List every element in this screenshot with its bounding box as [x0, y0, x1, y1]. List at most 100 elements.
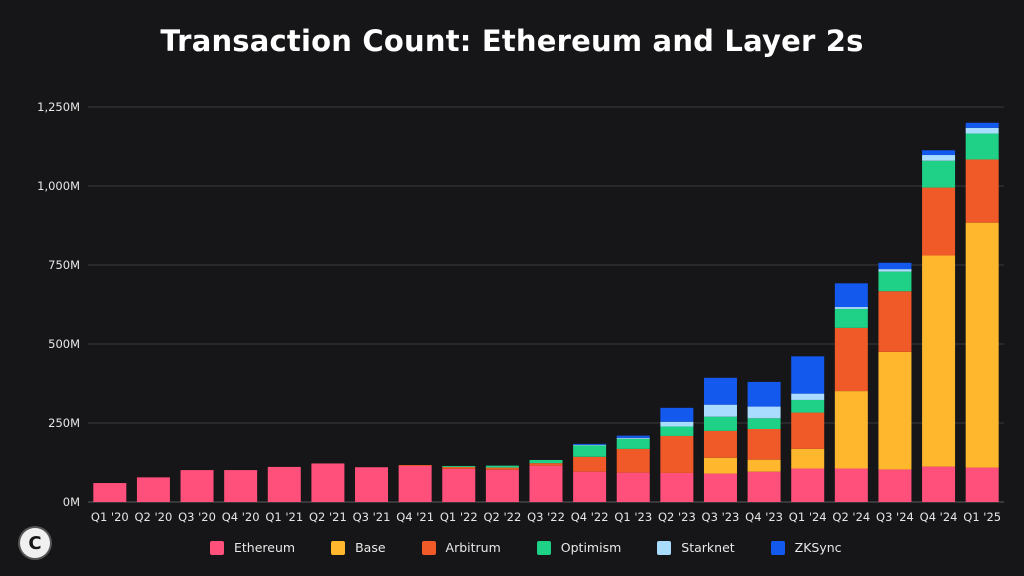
brand-logo-text: C [28, 532, 42, 554]
bar-ethereum-q321 [355, 467, 389, 502]
brand-logo: C [20, 528, 50, 558]
x-tick-label: Q3 '20 [178, 510, 216, 524]
legend-item-optimism: Optimism [536, 540, 622, 555]
bar-optimism-q124 [791, 399, 825, 413]
bar-arbitrum-q422 [573, 456, 607, 472]
bar-optimism-q423 [747, 418, 781, 430]
bar-arbitrum-q423 [747, 429, 781, 460]
bar-base-q124 [791, 448, 825, 469]
bar-arbitrum-q223 [660, 435, 694, 473]
bar-zksync-q324 [878, 262, 912, 270]
legend-item-zksync: ZKSync [770, 540, 842, 555]
x-axis: Q1 '20 Q2 '20 Q3 '20 Q4 '20 Q1 '21 Q2 '21 Q3 '… [91, 510, 1001, 524]
x-tick-label: Q1 '25 [963, 510, 1001, 524]
bar-base-q125 [965, 222, 999, 468]
bar-ethereum-q421 [398, 465, 432, 502]
bar-ethereum-q120 [93, 483, 127, 502]
y-tick-label: 1,250M [37, 100, 80, 114]
bar-arbitrum-q224 [834, 327, 868, 392]
bar-ethereum-q424 [922, 466, 956, 502]
legend: Ethereum Base Arbitrum Optimism Starknet ZKSy… [210, 540, 878, 555]
bar-arbitrum-q125 [965, 159, 999, 223]
bar-ethereum-q422 [573, 471, 607, 502]
y-axis: 0M 250M 500M 750M 1,000M 1,250M [37, 100, 80, 509]
legend-item-starknet: Starknet [657, 540, 735, 555]
x-tick-label: Q4 '22 [571, 510, 609, 524]
legend-swatch [421, 540, 436, 555]
x-tick-label: Q2 '23 [658, 510, 696, 524]
bar-optimism-q123 [616, 438, 650, 449]
bar-starknet-q323 [703, 404, 737, 417]
bar-starknet-q124 [791, 393, 825, 400]
bar-arbitrum-q122 [442, 466, 476, 469]
bar-optimism-q424 [922, 160, 956, 188]
bar-zksync-q224 [834, 283, 868, 308]
x-tick-label: Q3 '21 [353, 510, 391, 524]
bar-optimism-q324 [878, 271, 912, 292]
x-tick-label: Q2 '22 [483, 510, 521, 524]
bar-ethereum-q121 [267, 466, 301, 502]
bar-ethereum-q322 [529, 465, 563, 502]
bar-optimism-q122 [442, 465, 476, 467]
bar-base-q323 [703, 457, 737, 474]
bar-ethereum-q420 [224, 470, 258, 502]
legend-label: Optimism [560, 540, 622, 555]
bar-optimism-q322 [529, 459, 563, 464]
bar-arbitrum-q424 [922, 187, 956, 256]
legend-label: Starknet [681, 540, 735, 555]
chart-title: Transaction Count: Ethereum and Layer 2s [160, 24, 864, 58]
bar-starknet-q324 [878, 269, 912, 272]
bar-zksync-q422 [573, 443, 607, 445]
y-tick-label: 250M [48, 416, 80, 430]
x-tick-label: Q1 '21 [265, 510, 303, 524]
legend-item-base: Base [331, 540, 386, 555]
bar-zksync-q223 [660, 407, 694, 422]
bar-base-q424 [922, 255, 956, 467]
x-tick-label: Q3 '23 [702, 510, 740, 524]
bar-ethereum-q122 [442, 468, 476, 502]
bar-arbitrum-q322 [529, 463, 563, 466]
bar-zksync-q323 [703, 377, 737, 405]
bar-ethereum-q423 [747, 471, 781, 502]
bar-arbitrum-q124 [791, 412, 825, 449]
y-tick-label: 1,000M [37, 179, 80, 193]
bar-starknet-q423 [747, 406, 781, 419]
x-tick-label: Q1 '23 [614, 510, 652, 524]
x-tick-label: Q1 '20 [91, 510, 129, 524]
bar-ethereum-q323 [703, 473, 737, 502]
bar-ethereum-q324 [878, 469, 912, 502]
bar-optimism-q223 [660, 426, 694, 436]
x-tick-label: Q1 '22 [440, 510, 478, 524]
bar-starknet-q223 [660, 421, 694, 427]
bar-zksync-q424 [922, 150, 956, 156]
bar-ethereum-q220 [136, 477, 170, 502]
legend-swatch [770, 540, 785, 555]
x-tick-label: Q4 '23 [745, 510, 783, 524]
bar-zksync-q125 [965, 122, 999, 128]
x-tick-label: Q4 '20 [222, 510, 260, 524]
bar-ethereum-q222 [485, 469, 519, 502]
bar-base-q224 [834, 391, 868, 469]
bar-base-q423 [747, 459, 781, 472]
x-tick-label: Q4 '21 [396, 510, 434, 524]
legend-item-arbitrum: Arbitrum [421, 540, 501, 555]
x-tick-label: Q3 '24 [876, 510, 914, 524]
bar-optimism-q323 [703, 416, 737, 431]
legend-item-ethereum: Ethereum [210, 540, 295, 555]
bar-ethereum-q124 [791, 468, 825, 502]
bar-ethereum-q223 [660, 472, 694, 502]
bar-starknet-q123 [616, 437, 650, 439]
legend-swatch [331, 540, 346, 555]
legend-label: Base [355, 540, 386, 555]
bar-ethereum-q320 [180, 470, 214, 502]
legend-swatch [210, 540, 224, 555]
x-tick-label: Q2 '21 [309, 510, 347, 524]
bar-optimism-q422 [573, 445, 607, 457]
bar-starknet-q224 [834, 307, 868, 309]
bar-arbitrum-q222 [485, 467, 519, 470]
legend-label: ZKSync [794, 540, 842, 555]
bar-arbitrum-q123 [616, 448, 650, 473]
bar-starknet-q125 [965, 127, 999, 134]
